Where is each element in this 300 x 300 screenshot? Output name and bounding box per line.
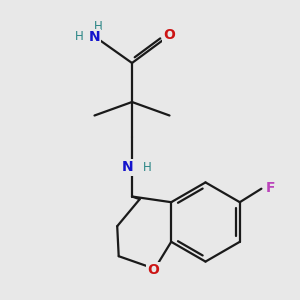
Text: H: H	[75, 30, 84, 44]
Text: H: H	[143, 161, 152, 174]
Text: O: O	[147, 263, 159, 277]
Text: H: H	[94, 20, 103, 33]
Text: N: N	[89, 30, 100, 44]
Text: F: F	[266, 181, 276, 195]
Text: O: O	[163, 28, 175, 42]
Text: N: N	[122, 160, 133, 174]
